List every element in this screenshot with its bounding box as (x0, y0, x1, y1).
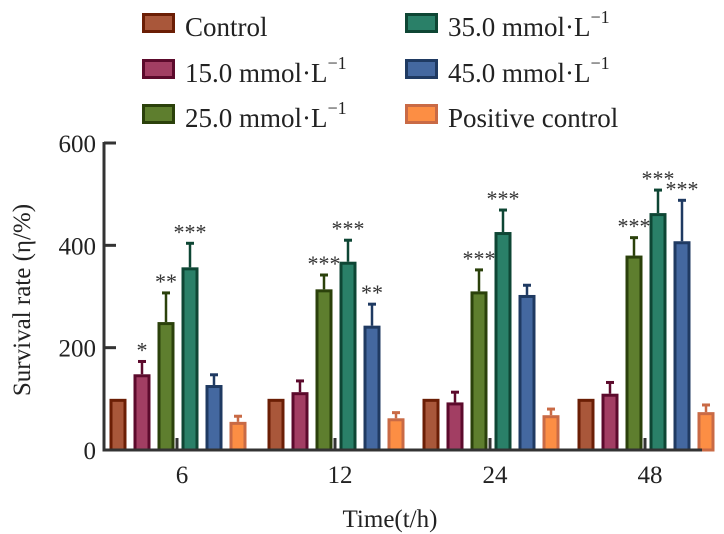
significance-label: *** (332, 216, 365, 241)
legend-superscript: −1 (328, 98, 347, 118)
legend-swatch (405, 13, 438, 33)
y-tick-label: 0 (84, 438, 97, 465)
significance-label: ** (361, 280, 383, 305)
bar-2-12 (315, 289, 333, 452)
bar-1-12 (291, 392, 309, 452)
legend-label: 15.0 mmol·L−1 (185, 53, 347, 88)
bar-3-6 (181, 267, 199, 452)
x-tick-label: 6 (176, 462, 189, 489)
significance-label: *** (463, 246, 496, 271)
bar-3-12 (339, 261, 357, 452)
significance-label: *** (642, 166, 675, 191)
legend-label: Control (185, 12, 268, 42)
significance-label: ** (155, 269, 177, 294)
significance-label: *** (618, 214, 651, 239)
x-axis-title: Time(t/h) (343, 506, 438, 533)
bar-1-24 (446, 402, 464, 452)
bar-5-6 (229, 421, 247, 452)
bar-1-6 (133, 374, 151, 452)
legend-label: Positive control (448, 103, 618, 133)
legend-label: 35.0 mmol·L−1 (448, 7, 610, 42)
legend-superscript: −1 (591, 7, 610, 27)
legend-swatch (405, 104, 438, 124)
significance-label: *** (666, 176, 699, 201)
bar-4-6 (205, 385, 223, 452)
bar-1-48 (601, 393, 619, 452)
bar-5-48 (697, 412, 715, 452)
y-axis-title: Survival rate (η/%) (9, 204, 36, 396)
y-tick-label: 600 (59, 131, 97, 158)
bar-2-24 (470, 291, 488, 452)
bar-2-48 (625, 255, 643, 452)
bar-4-24 (518, 294, 536, 452)
bar-0-6 (109, 398, 127, 452)
legend-swatch (142, 104, 175, 124)
bar-3-48 (649, 213, 667, 452)
legend-label: 45.0 mmol·L−1 (448, 53, 610, 88)
significance-label: *** (487, 186, 520, 211)
legend-swatch (142, 59, 175, 79)
y-tick-label: 400 (59, 233, 97, 260)
bar-0-12 (267, 398, 285, 452)
bar-5-24 (542, 415, 560, 452)
bar-4-12 (363, 325, 381, 452)
bar-5-12 (387, 418, 405, 452)
legend-swatch (142, 13, 175, 33)
bar-2-6 (157, 322, 175, 452)
y-tick-label: 200 (59, 336, 97, 363)
legend-swatch (405, 59, 438, 79)
x-tick-label: 48 (638, 462, 663, 489)
legend-superscript: −1 (328, 53, 347, 73)
significance-label: * (137, 337, 148, 362)
significance-label: *** (308, 251, 341, 276)
legend-superscript: −1 (591, 53, 610, 73)
bar-0-48 (577, 398, 595, 452)
bar-4-48 (673, 241, 691, 452)
x-tick-label: 12 (328, 462, 353, 489)
legend-label: 25.0 mmol·L−1 (185, 98, 347, 133)
bar-3-24 (494, 232, 512, 452)
significance-label: *** (174, 219, 207, 244)
bar-0-24 (422, 398, 440, 452)
x-tick-label: 24 (483, 462, 509, 489)
